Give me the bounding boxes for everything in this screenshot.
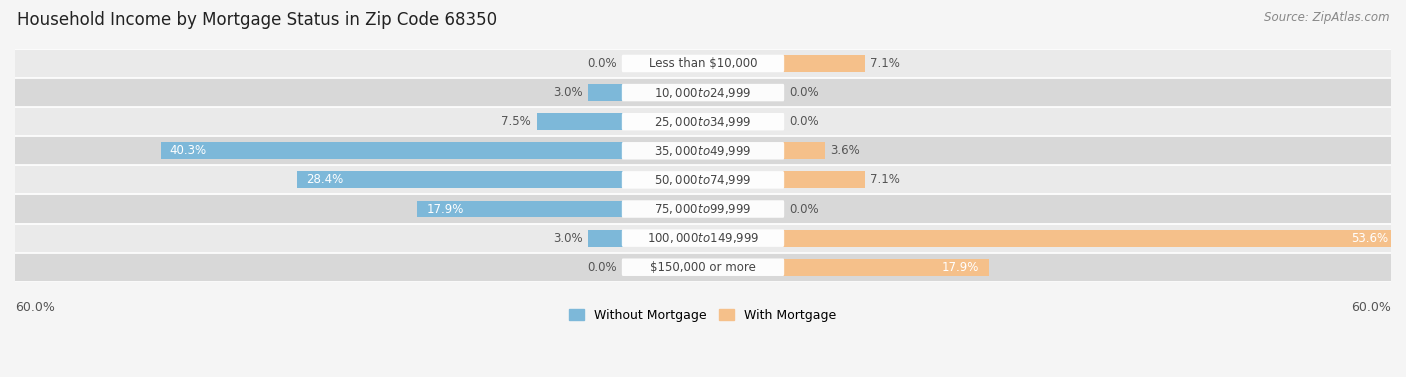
Text: 17.9%: 17.9% xyxy=(942,261,980,274)
Text: $75,000 to $99,999: $75,000 to $99,999 xyxy=(654,202,752,216)
Text: 28.4%: 28.4% xyxy=(307,173,343,186)
Text: 0.0%: 0.0% xyxy=(588,261,617,274)
Text: 0.0%: 0.0% xyxy=(789,86,818,99)
Text: $100,000 to $149,999: $100,000 to $149,999 xyxy=(647,231,759,245)
FancyBboxPatch shape xyxy=(621,142,785,159)
Bar xyxy=(783,259,988,276)
Text: Less than $10,000: Less than $10,000 xyxy=(648,57,758,70)
Legend: Without Mortgage, With Mortgage: Without Mortgage, With Mortgage xyxy=(564,304,842,327)
Text: Source: ZipAtlas.com: Source: ZipAtlas.com xyxy=(1264,11,1389,24)
Bar xyxy=(418,201,623,218)
Text: 40.3%: 40.3% xyxy=(170,144,207,157)
Bar xyxy=(783,143,824,159)
FancyBboxPatch shape xyxy=(621,113,785,130)
FancyBboxPatch shape xyxy=(621,200,785,218)
Text: 60.0%: 60.0% xyxy=(15,301,55,314)
Bar xyxy=(160,143,623,159)
Bar xyxy=(537,113,623,130)
FancyBboxPatch shape xyxy=(15,136,1391,166)
Bar xyxy=(588,230,623,247)
FancyBboxPatch shape xyxy=(15,49,1391,78)
Bar xyxy=(783,230,1398,247)
Text: Household Income by Mortgage Status in Zip Code 68350: Household Income by Mortgage Status in Z… xyxy=(17,11,496,29)
Text: 0.0%: 0.0% xyxy=(789,202,818,216)
Bar xyxy=(588,84,623,101)
Text: 3.6%: 3.6% xyxy=(831,144,860,157)
Text: $35,000 to $49,999: $35,000 to $49,999 xyxy=(654,144,752,158)
Text: 60.0%: 60.0% xyxy=(1351,301,1391,314)
FancyBboxPatch shape xyxy=(15,166,1391,195)
Text: $50,000 to $74,999: $50,000 to $74,999 xyxy=(654,173,752,187)
Bar xyxy=(783,172,865,188)
FancyBboxPatch shape xyxy=(15,78,1391,107)
Text: 7.1%: 7.1% xyxy=(870,173,900,186)
FancyBboxPatch shape xyxy=(621,259,785,276)
Text: $25,000 to $34,999: $25,000 to $34,999 xyxy=(654,115,752,129)
FancyBboxPatch shape xyxy=(621,55,785,72)
Text: 3.0%: 3.0% xyxy=(553,86,582,99)
Text: $150,000 or more: $150,000 or more xyxy=(650,261,756,274)
FancyBboxPatch shape xyxy=(15,195,1391,224)
Bar xyxy=(783,55,865,72)
Bar xyxy=(297,172,623,188)
Text: 17.9%: 17.9% xyxy=(426,202,464,216)
FancyBboxPatch shape xyxy=(15,224,1391,253)
Text: 53.6%: 53.6% xyxy=(1351,231,1389,245)
Text: 0.0%: 0.0% xyxy=(789,115,818,128)
Text: 0.0%: 0.0% xyxy=(588,57,617,70)
Text: 7.5%: 7.5% xyxy=(502,115,531,128)
Text: $10,000 to $24,999: $10,000 to $24,999 xyxy=(654,86,752,100)
FancyBboxPatch shape xyxy=(621,229,785,247)
Text: 3.0%: 3.0% xyxy=(553,231,582,245)
FancyBboxPatch shape xyxy=(15,253,1391,282)
FancyBboxPatch shape xyxy=(621,171,785,188)
FancyBboxPatch shape xyxy=(15,107,1391,136)
Text: 7.1%: 7.1% xyxy=(870,57,900,70)
FancyBboxPatch shape xyxy=(621,84,785,101)
